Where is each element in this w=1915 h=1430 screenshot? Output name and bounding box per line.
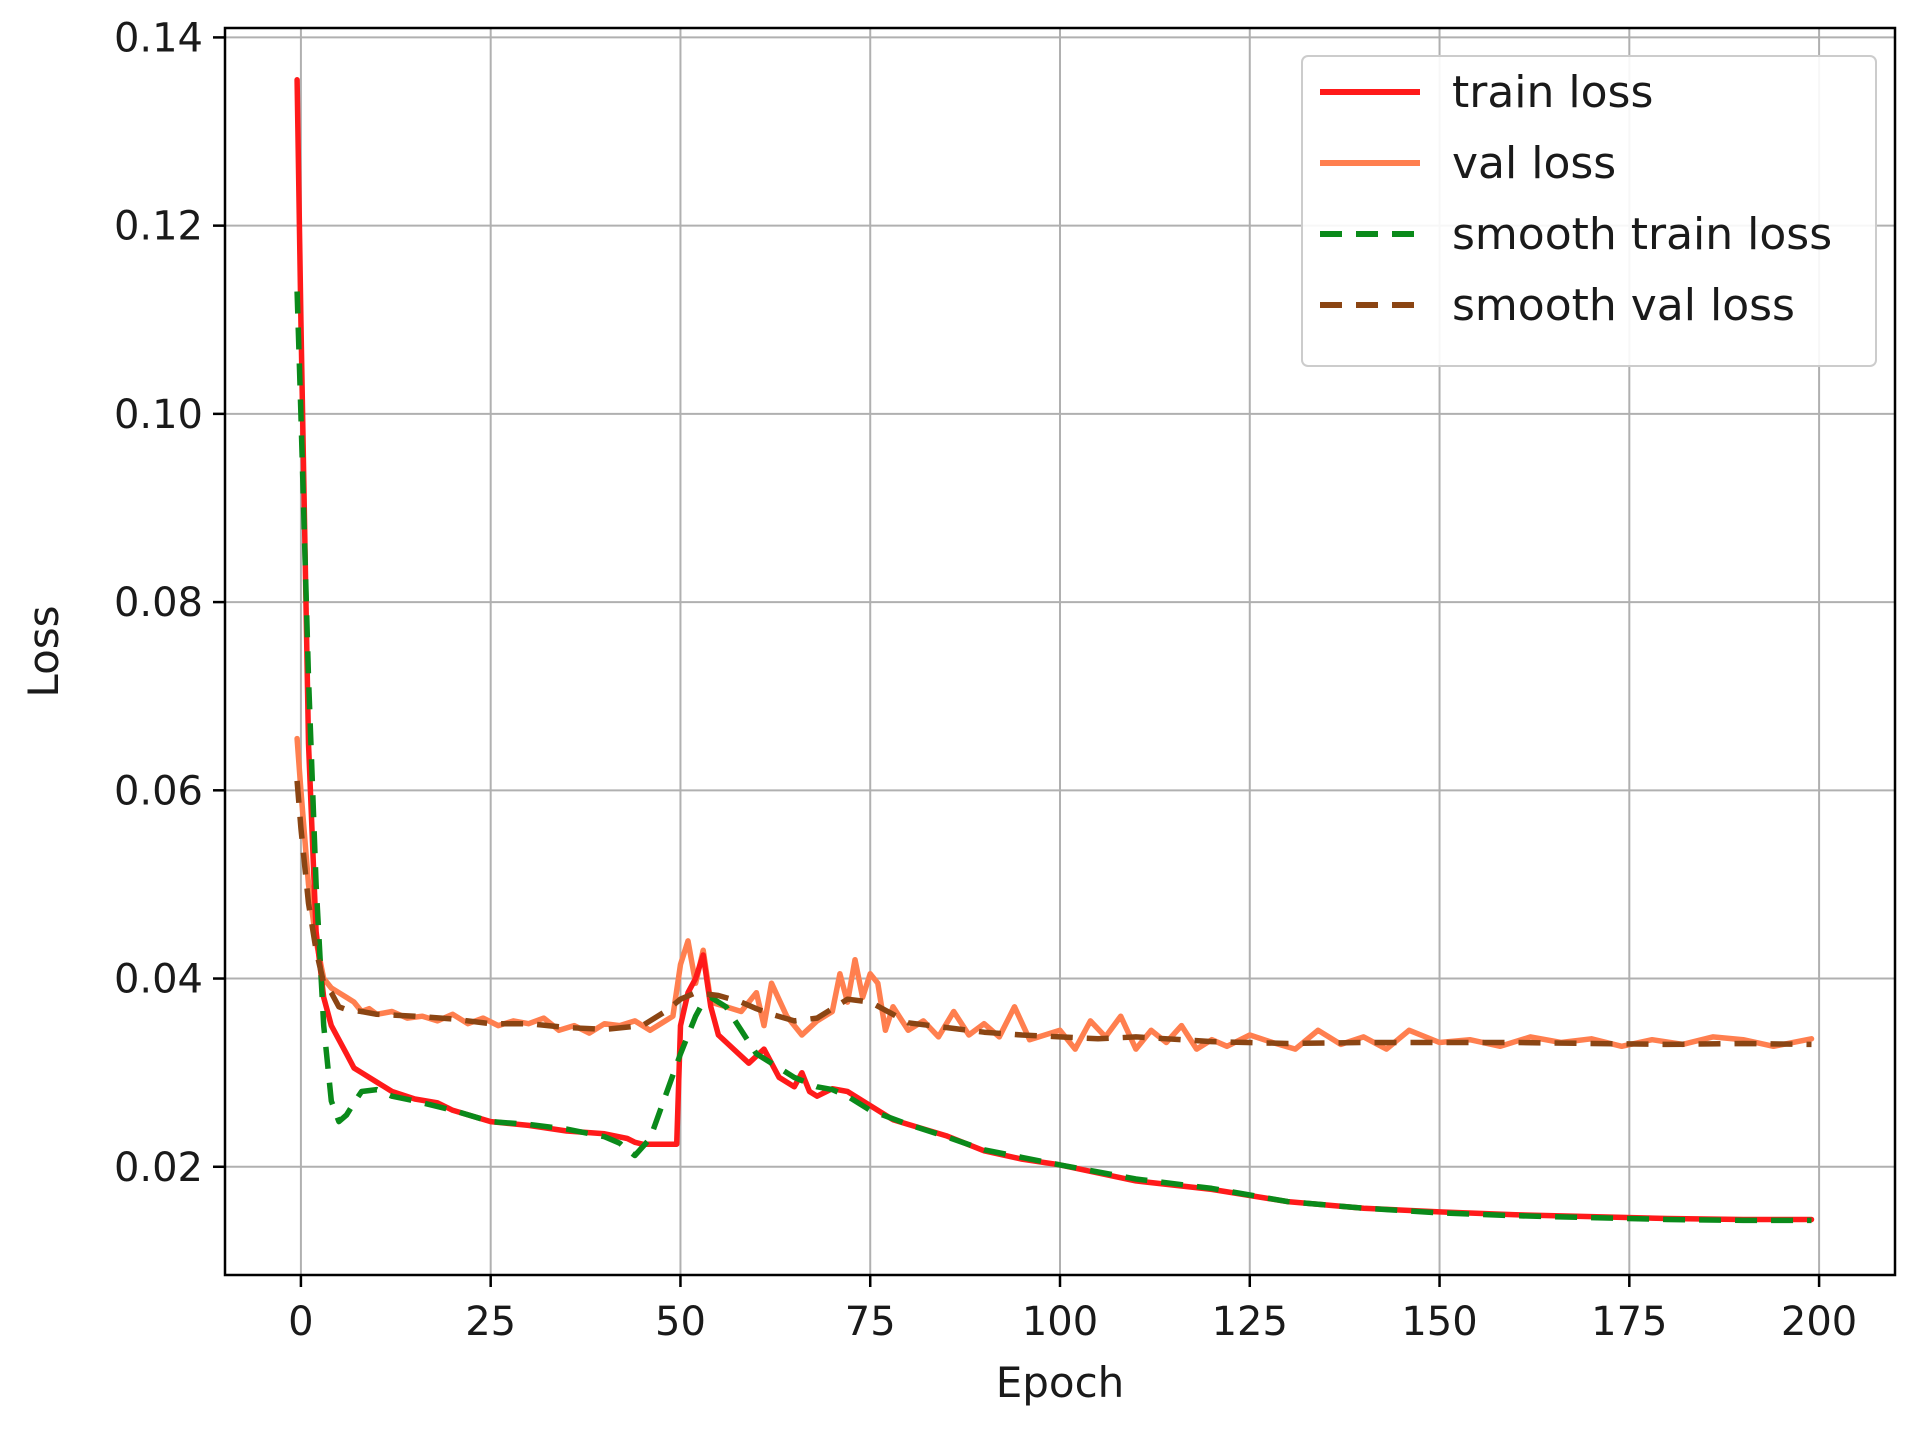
x-tick-label: 100	[1022, 1299, 1098, 1345]
val-loss-line	[294, 735, 1815, 1052]
y-tick-label: 0.02	[114, 1145, 203, 1191]
legend-item-smooth-train-loss: smooth train loss	[1320, 209, 1832, 260]
x-tick-label: 0	[288, 1299, 313, 1345]
x-tick-label: 50	[655, 1299, 706, 1345]
grid	[225, 28, 1895, 1275]
legend-item-val-loss: val loss	[1320, 138, 1616, 189]
legend-label: val loss	[1452, 138, 1616, 189]
y-tick-label: 0.08	[114, 580, 203, 626]
smooth-val-loss-line	[294, 780, 1812, 1048]
y-tick-label: 0.06	[114, 768, 203, 814]
legend-box	[1301, 55, 1877, 367]
y-tick-label: 0.10	[114, 392, 203, 438]
legend-item-train-loss: train loss	[1320, 67, 1653, 118]
x-tick-label: 200	[1781, 1299, 1857, 1345]
legend: train loss val loss smooth train loss smoot…	[1301, 55, 1877, 367]
ticks: 0 25 50 75 100 125 150 175 200 0.02 0.04 0.06 0.08 0.…	[114, 15, 1857, 1345]
legend-label: train loss	[1452, 67, 1653, 118]
y-tick-label: 0.14	[114, 15, 203, 61]
series-layer	[294, 77, 1815, 1224]
x-tick-label: 25	[465, 1299, 516, 1345]
y-axis-label: Loss	[19, 605, 68, 697]
x-tick-label: 75	[845, 1299, 896, 1345]
x-tick-label: 175	[1591, 1299, 1667, 1345]
legend-label: smooth val loss	[1452, 280, 1795, 331]
legend-label: smooth train loss	[1452, 209, 1832, 260]
x-tick-label: 150	[1401, 1299, 1477, 1345]
x-axis-label: Epoch	[996, 1358, 1125, 1407]
y-tick-label: 0.12	[114, 204, 203, 250]
y-tick-label: 0.04	[114, 957, 203, 1003]
x-tick-label: 125	[1212, 1299, 1288, 1345]
smooth-train-loss-line	[294, 291, 1812, 1224]
legend-item-smooth-val-loss: smooth val loss	[1320, 280, 1795, 331]
